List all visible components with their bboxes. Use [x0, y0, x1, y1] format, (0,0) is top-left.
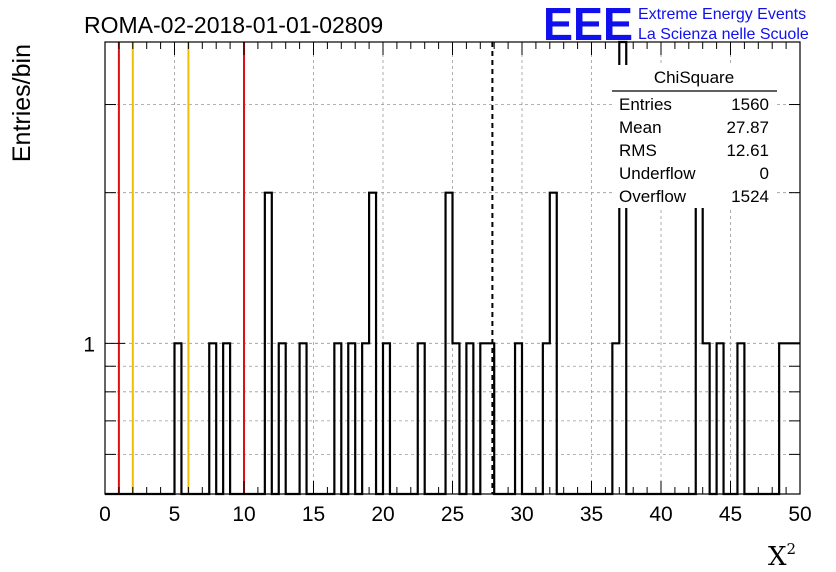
x-tick-label: 50	[788, 503, 811, 526]
x-tick-label: 30	[510, 503, 533, 526]
x-tick-label: 40	[649, 503, 672, 526]
x-tick-label: 5	[169, 503, 181, 526]
stats-value-rms: 12.61	[726, 141, 769, 160]
x-tick-label: 20	[371, 503, 394, 526]
org-name-line1: Extreme Energy Events	[638, 6, 806, 23]
x-tick-labels: 0 5 10 15 20 25 30 35 40 45 50	[99, 503, 812, 526]
reference-lines	[117, 42, 494, 494]
stats-label-rms: RMS	[619, 141, 657, 160]
x-tick-label: 25	[441, 503, 464, 526]
y-tick-label: 1	[83, 333, 95, 356]
stats-value-mean: 27.87	[726, 118, 769, 137]
y-axis-title: Entries/bin	[8, 44, 36, 162]
statistics-box: ChiSquare Entries 1560 Mean 27.87 RMS 12…	[612, 65, 777, 208]
x-axis-title-exponent: 2	[787, 540, 797, 558]
stats-label-entries: Entries	[619, 95, 672, 114]
org-name-line2: La Scienza nelle Scuole	[638, 26, 809, 43]
stats-value-underflow: 0	[760, 164, 769, 183]
stats-label-overflow: Overflow	[619, 187, 687, 206]
axis-ticks	[104, 42, 801, 494]
stats-value-overflow: 1524	[731, 187, 769, 206]
x-axis-title-base: X	[768, 542, 787, 572]
x-tick-label: 45	[719, 503, 742, 526]
stats-title: ChiSquare	[654, 68, 734, 87]
x-tick-label: 35	[580, 503, 603, 526]
chart-title: ROMA-02-2018-01-01-02809	[84, 12, 383, 38]
y-tick-labels: 1	[83, 333, 95, 356]
stats-label-mean: Mean	[619, 118, 662, 137]
stats-value-entries: 1560	[731, 95, 769, 114]
x-tick-label: 0	[99, 503, 111, 526]
stats-label-underflow: Underflow	[619, 164, 696, 183]
x-tick-label: 10	[232, 503, 255, 526]
x-tick-label: 15	[302, 503, 325, 526]
x-axis-title: X2	[768, 540, 796, 572]
grid-lines	[105, 42, 800, 494]
stats-box-background	[612, 65, 777, 208]
